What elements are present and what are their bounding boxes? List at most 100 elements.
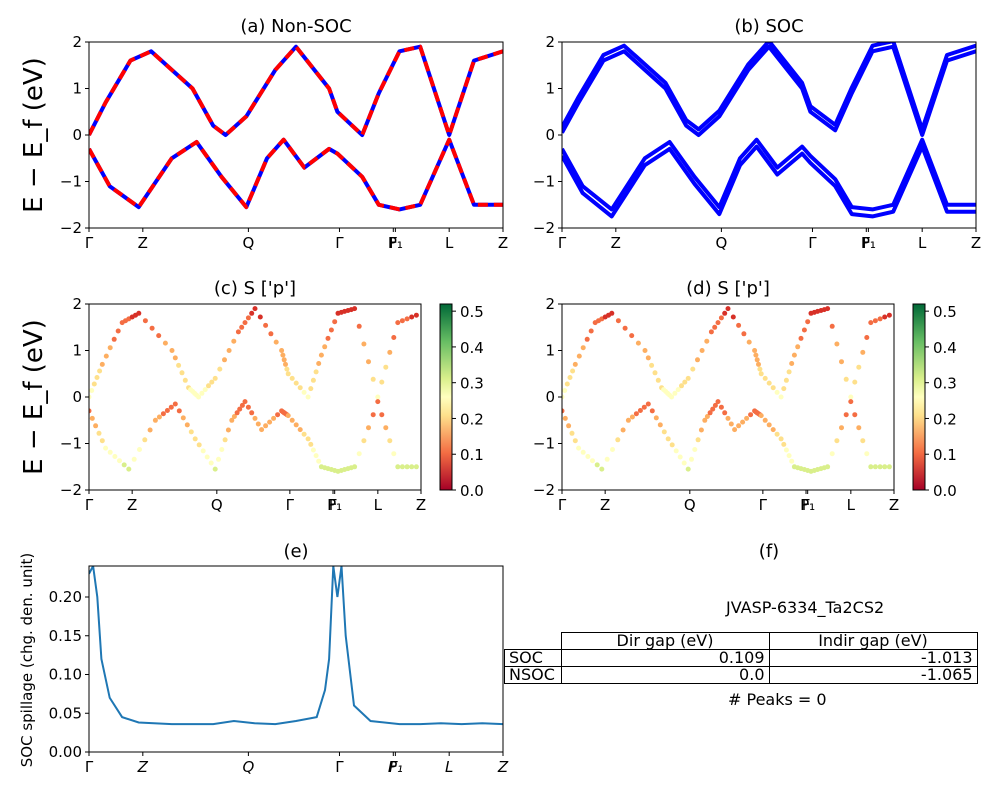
panel-c-ylabel: E − E_f (eV) bbox=[19, 319, 49, 475]
spin-texture-point bbox=[89, 394, 92, 400]
xtick-label: Γ bbox=[85, 496, 94, 514]
xtick-label: L bbox=[918, 234, 927, 252]
spin-texture-point bbox=[370, 412, 376, 418]
spin-texture-point bbox=[801, 327, 807, 333]
spin-texture-point bbox=[609, 310, 615, 316]
spin-texture-point bbox=[725, 306, 731, 312]
spin-texture-point bbox=[758, 413, 764, 419]
spin-texture-point bbox=[622, 325, 628, 331]
spin-texture-point bbox=[661, 429, 667, 435]
panel-a-title: (a) Non-SOC bbox=[240, 16, 351, 37]
spin-texture-point bbox=[848, 399, 854, 405]
spin-texture-point bbox=[103, 353, 109, 359]
spin-texture-point bbox=[736, 322, 742, 328]
spin-texture-point bbox=[239, 402, 245, 408]
spin-texture-point bbox=[781, 386, 787, 392]
spin-texture-point bbox=[279, 348, 285, 353]
colorbar-tick-label: 0.0 bbox=[460, 482, 484, 500]
xtick-label: Z bbox=[137, 758, 149, 776]
panel-d-dots bbox=[562, 306, 892, 474]
spin-texture-point bbox=[231, 338, 237, 344]
ytick-label: 1 bbox=[72, 342, 82, 360]
table-row: NSOC 0.0 -1.065 bbox=[504, 666, 978, 684]
panel-d-title: (d) S ['p'] bbox=[686, 278, 770, 299]
spin-texture-point bbox=[399, 318, 405, 324]
panel-d-yticks: 2 1 0 −1 −2 bbox=[533, 295, 562, 499]
spin-texture-point bbox=[704, 414, 710, 419]
xtick-label: F bbox=[389, 234, 398, 252]
panel-c-xticks: Γ Z Q Γ FP₁ L Z bbox=[85, 490, 426, 514]
spin-texture-point bbox=[642, 348, 648, 353]
spin-texture-point bbox=[204, 454, 210, 460]
spin-texture-point bbox=[308, 386, 314, 392]
spin-texture-point bbox=[257, 314, 263, 320]
spin-texture-point bbox=[712, 402, 718, 408]
spin-texture-point bbox=[361, 438, 367, 444]
spin-texture-point bbox=[604, 456, 610, 462]
spin-texture-point bbox=[584, 336, 590, 342]
spin-texture-point bbox=[689, 456, 694, 462]
spin-texture-point bbox=[242, 399, 248, 405]
xtick-label: Z bbox=[416, 496, 426, 514]
xtick-label: Γ bbox=[335, 758, 344, 776]
ytick-label: 0.20 bbox=[49, 588, 82, 606]
ytick-label: 0 bbox=[545, 388, 555, 406]
spin-texture-point bbox=[263, 322, 269, 328]
spin-texture-point bbox=[645, 401, 651, 407]
spin-texture-point bbox=[310, 377, 316, 383]
spin-texture-point bbox=[641, 404, 647, 410]
spin-texture-point bbox=[770, 385, 776, 391]
spin-texture-point bbox=[147, 427, 153, 433]
spin-texture-point bbox=[375, 394, 381, 400]
spin-texture-point bbox=[741, 331, 747, 337]
ytick-label: −1 bbox=[60, 435, 82, 453]
spin-texture-point bbox=[212, 375, 218, 381]
gap-table: Dir gap (eV) Indir gap (eV) SOC 0.109 -1… bbox=[504, 632, 978, 684]
spin-texture-point bbox=[566, 423, 572, 429]
spin-texture-point bbox=[285, 413, 291, 419]
spin-texture-point bbox=[245, 315, 251, 321]
spin-texture-point bbox=[107, 345, 113, 351]
spin-texture-point bbox=[685, 375, 691, 381]
spin-texture-point bbox=[115, 328, 121, 334]
spin-texture-point bbox=[707, 410, 713, 416]
spin-texture-point bbox=[179, 370, 185, 376]
panel-b-title: (b) SOC bbox=[734, 16, 803, 37]
spin-texture-point bbox=[699, 348, 705, 353]
spin-texture-point bbox=[121, 462, 127, 468]
table-cell-dir: 0.109 bbox=[560, 649, 770, 667]
spin-texture-point bbox=[789, 458, 795, 464]
spin-texture-point bbox=[629, 414, 635, 420]
spin-texture-point bbox=[255, 421, 261, 427]
spin-texture-point bbox=[283, 361, 288, 367]
spin-texture-point bbox=[615, 318, 621, 324]
xtick-label: F bbox=[862, 234, 871, 252]
xtick-label: P₁ bbox=[800, 496, 815, 514]
spin-texture-point bbox=[852, 379, 858, 385]
spin-texture-point bbox=[252, 306, 258, 312]
spin-texture-point bbox=[588, 328, 594, 334]
colorbar-tick-label: 0.0 bbox=[933, 482, 957, 500]
spin-texture-point bbox=[781, 441, 787, 447]
spin-texture-point bbox=[682, 379, 688, 385]
ytick-label: −1 bbox=[533, 173, 555, 191]
spin-texture-point bbox=[413, 312, 419, 318]
xtick-label: Γ bbox=[808, 234, 817, 252]
spin-texture-point bbox=[103, 445, 109, 451]
spin-texture-point bbox=[404, 464, 410, 470]
spin-texture-point bbox=[285, 371, 291, 377]
spin-texture-point bbox=[293, 380, 299, 386]
spin-texture-point bbox=[180, 415, 186, 421]
spin-texture-point bbox=[704, 338, 710, 344]
xtick-label: Z bbox=[498, 234, 508, 252]
spin-texture-point bbox=[91, 381, 97, 387]
spin-texture-point bbox=[599, 466, 605, 472]
spin-texture-point bbox=[685, 466, 691, 472]
spin-texture-point bbox=[758, 371, 764, 377]
spin-texture-point bbox=[229, 417, 235, 423]
ytick-label: −1 bbox=[533, 435, 555, 453]
spin-texture-point bbox=[404, 316, 410, 322]
spin-texture-point bbox=[96, 430, 102, 436]
spin-texture-point bbox=[316, 361, 322, 366]
band-line bbox=[89, 137, 503, 212]
